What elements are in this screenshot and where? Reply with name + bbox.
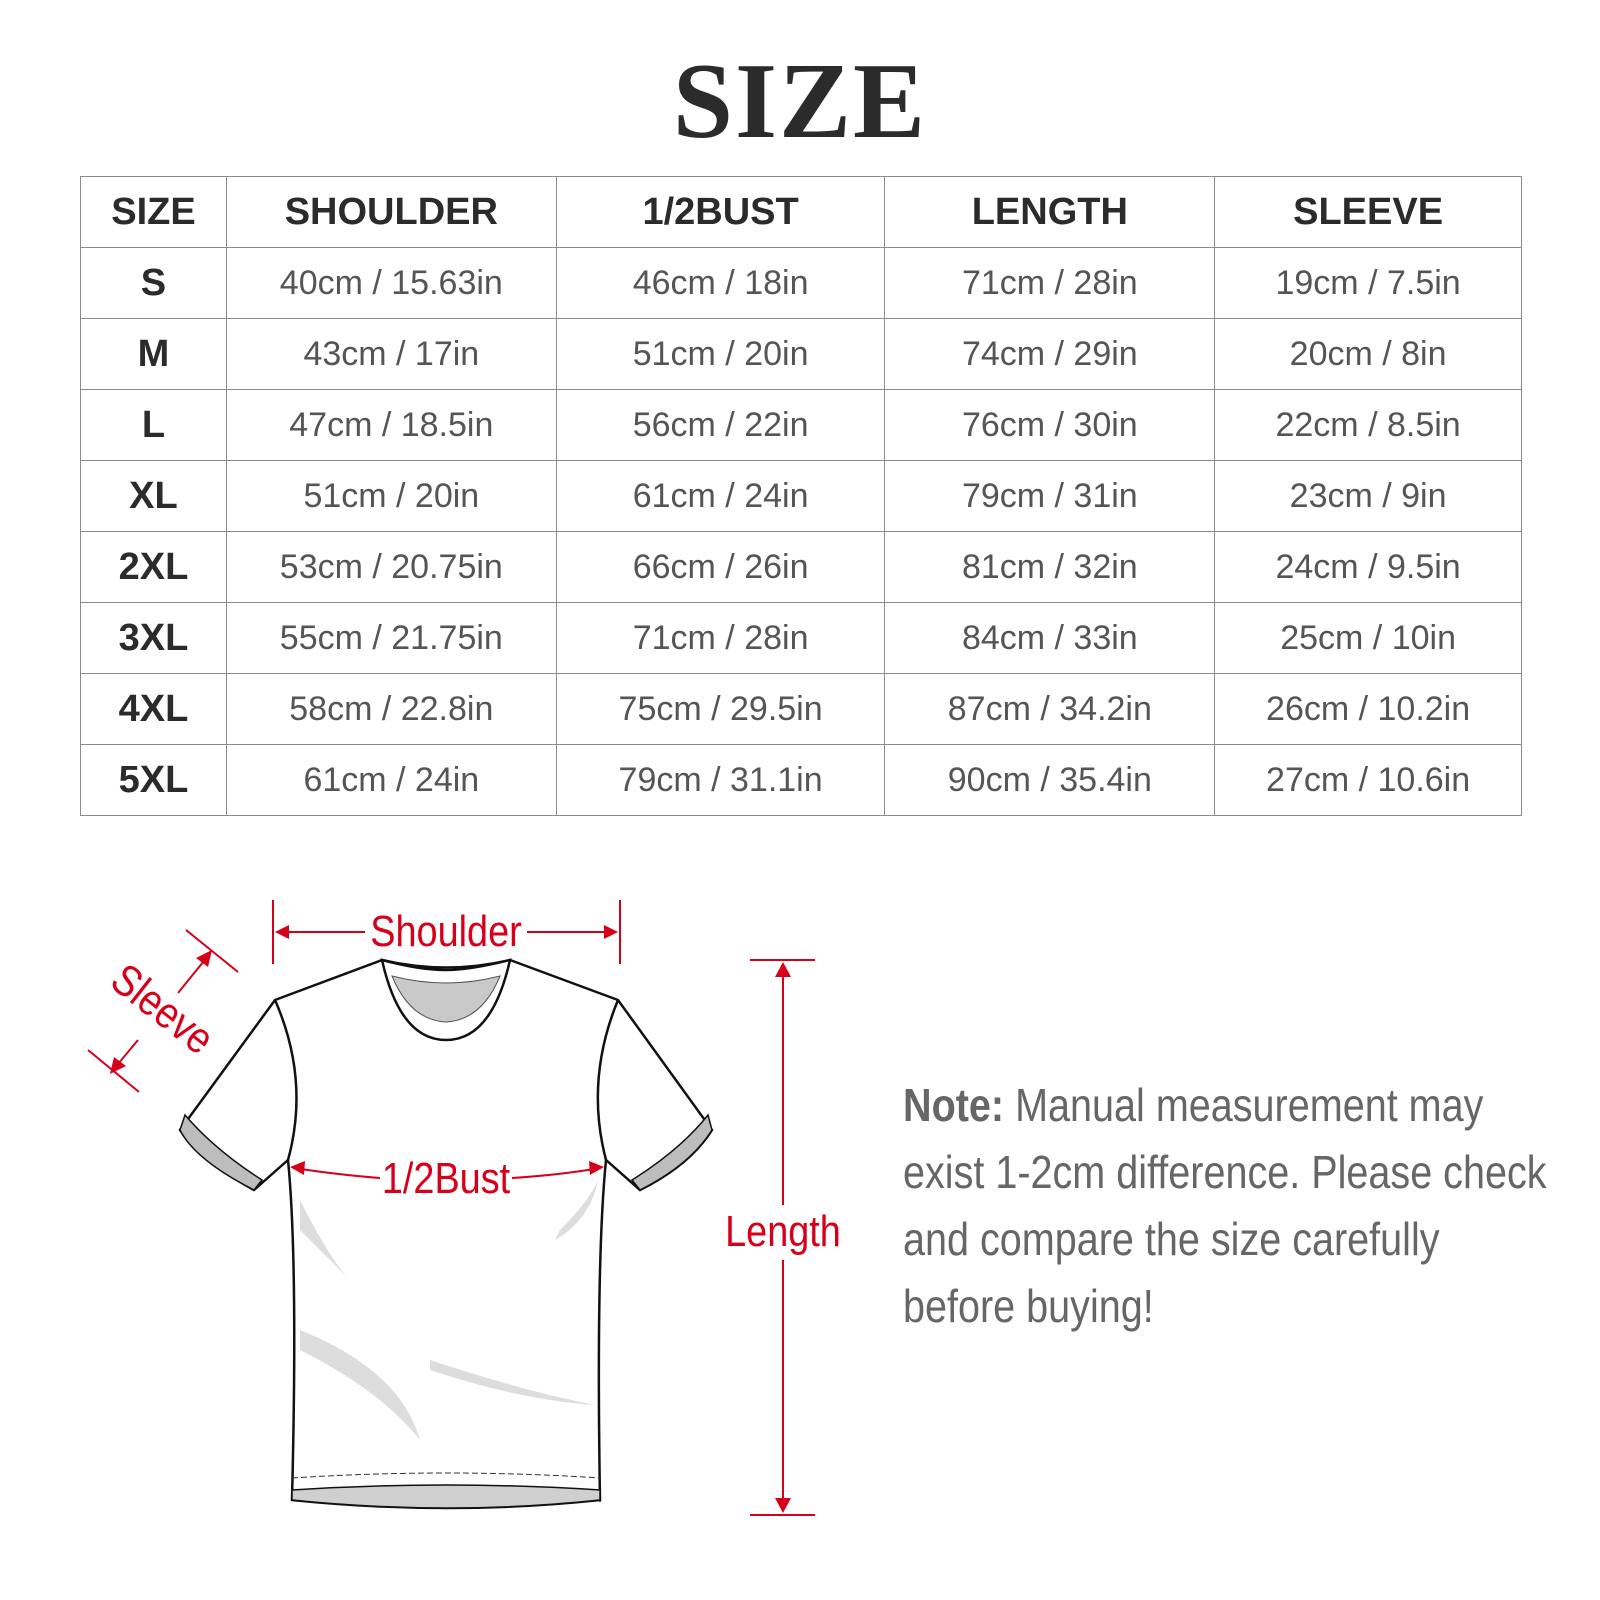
table-row: 2XL 53cm / 20.75in 66cm / 26in 81cm / 32in 2…	[80, 531, 1522, 603]
measurement-cell: 40cm / 15.63in	[225, 247, 557, 319]
measurement-cell: 24cm / 9.5in	[1214, 531, 1522, 603]
note-text: Manual measurement may exist 1-2cm diffe…	[903, 1079, 1547, 1332]
note-prefix: Note:	[903, 1079, 1005, 1131]
measurement-cell: 43cm / 17in	[225, 318, 557, 390]
size-cell: 2XL	[80, 531, 227, 603]
page-title: SIZE	[672, 42, 928, 161]
measurement-cell: 87cm / 34.2in	[884, 673, 1216, 745]
length-label: Length	[725, 1206, 841, 1255]
measurement-cell: 90cm / 35.4in	[884, 744, 1216, 816]
sleeve-label: Sleeve	[102, 954, 224, 1064]
size-cell: 4XL	[80, 673, 227, 745]
size-note: Note: Manual measurement may exist 1-2cm…	[903, 1072, 1557, 1340]
measurement-cell: 76cm / 30in	[884, 389, 1216, 461]
measurement-cell: 75cm / 29.5in	[555, 673, 886, 745]
measurement-cell: 61cm / 24in	[555, 460, 886, 532]
measurement-cell: 55cm / 21.75in	[225, 602, 557, 674]
measurement-cell: 20cm / 8in	[1214, 318, 1522, 390]
column-header: 1/2BUST	[555, 176, 886, 248]
measurement-cell: 53cm / 20.75in	[225, 531, 557, 603]
shoulder-label: Shoulder	[370, 906, 521, 955]
table-row: XL 51cm / 20in 61cm / 24in 79cm / 31in 23cm …	[80, 460, 1522, 532]
size-table: SIZE SHOULDER 1/2BUST LENGTH SLEEVE S 40cm / …	[80, 176, 1522, 816]
measurement-cell: 56cm / 22in	[555, 389, 886, 461]
measurement-cell: 51cm / 20in	[225, 460, 557, 532]
table-row: 5XL 61cm / 24in 79cm / 31.1in 90cm / 35.4in…	[80, 744, 1522, 816]
bust-label: 1/2Bust	[382, 1153, 511, 1202]
measurement-cell: 71cm / 28in	[884, 247, 1216, 319]
table-row: 4XL 58cm / 22.8in 75cm / 29.5in 87cm / 34.2…	[80, 673, 1522, 745]
size-cell: M	[80, 318, 227, 390]
measurement-cell: 81cm / 32in	[884, 531, 1216, 603]
column-header: SLEEVE	[1214, 176, 1522, 248]
measurement-cell: 47cm / 18.5in	[225, 389, 557, 461]
measurement-cell: 58cm / 22.8in	[225, 673, 557, 745]
table-header-row: SIZE SHOULDER 1/2BUST LENGTH SLEEVE	[80, 176, 1522, 248]
measurement-cell: 71cm / 28in	[555, 602, 886, 674]
measurement-cell: 26cm / 10.2in	[1214, 673, 1522, 745]
measurement-cell: 74cm / 29in	[884, 318, 1216, 390]
table-row: L 47cm / 18.5in 56cm / 22in 76cm / 30in 22cm…	[80, 389, 1522, 461]
size-cell: 5XL	[80, 744, 227, 816]
measurement-cell: 27cm / 10.6in	[1214, 744, 1522, 816]
measurement-arrows	[87, 900, 815, 1516]
measurement-cell: 22cm / 8.5in	[1214, 389, 1522, 461]
tshirt-illustration	[178, 958, 714, 1510]
measurement-cell: 23cm / 9in	[1214, 460, 1522, 532]
table-row: S 40cm / 15.63in 46cm / 18in 71cm / 28in 19c…	[80, 247, 1522, 319]
measurement-cell: 51cm / 20in	[555, 318, 886, 390]
measurement-cell: 84cm / 33in	[884, 602, 1216, 674]
table-row: M 43cm / 17in 51cm / 20in 74cm / 29in 20cm /…	[80, 318, 1522, 390]
size-cell: XL	[80, 460, 227, 532]
measurement-cell: 61cm / 24in	[225, 744, 557, 816]
measurement-cell: 46cm / 18in	[555, 247, 886, 319]
column-header: SIZE	[80, 176, 227, 248]
tshirt-diagram: Shoulder 1/2Bust Length Sleeve	[87, 900, 841, 1516]
measurement-cell: 79cm / 31.1in	[555, 744, 886, 816]
table-row: 3XL 55cm / 21.75in 71cm / 28in 84cm / 33in 2…	[80, 602, 1522, 674]
measurement-cell: 79cm / 31in	[884, 460, 1216, 532]
size-cell: 3XL	[80, 602, 227, 674]
measurement-cell: 66cm / 26in	[555, 531, 886, 603]
column-header: LENGTH	[884, 176, 1216, 248]
column-header: SHOULDER	[225, 176, 557, 248]
measurement-cell: 19cm / 7.5in	[1214, 247, 1522, 319]
size-cell: S	[80, 247, 227, 319]
measurement-cell: 25cm / 10in	[1214, 602, 1522, 674]
size-cell: L	[80, 389, 227, 461]
